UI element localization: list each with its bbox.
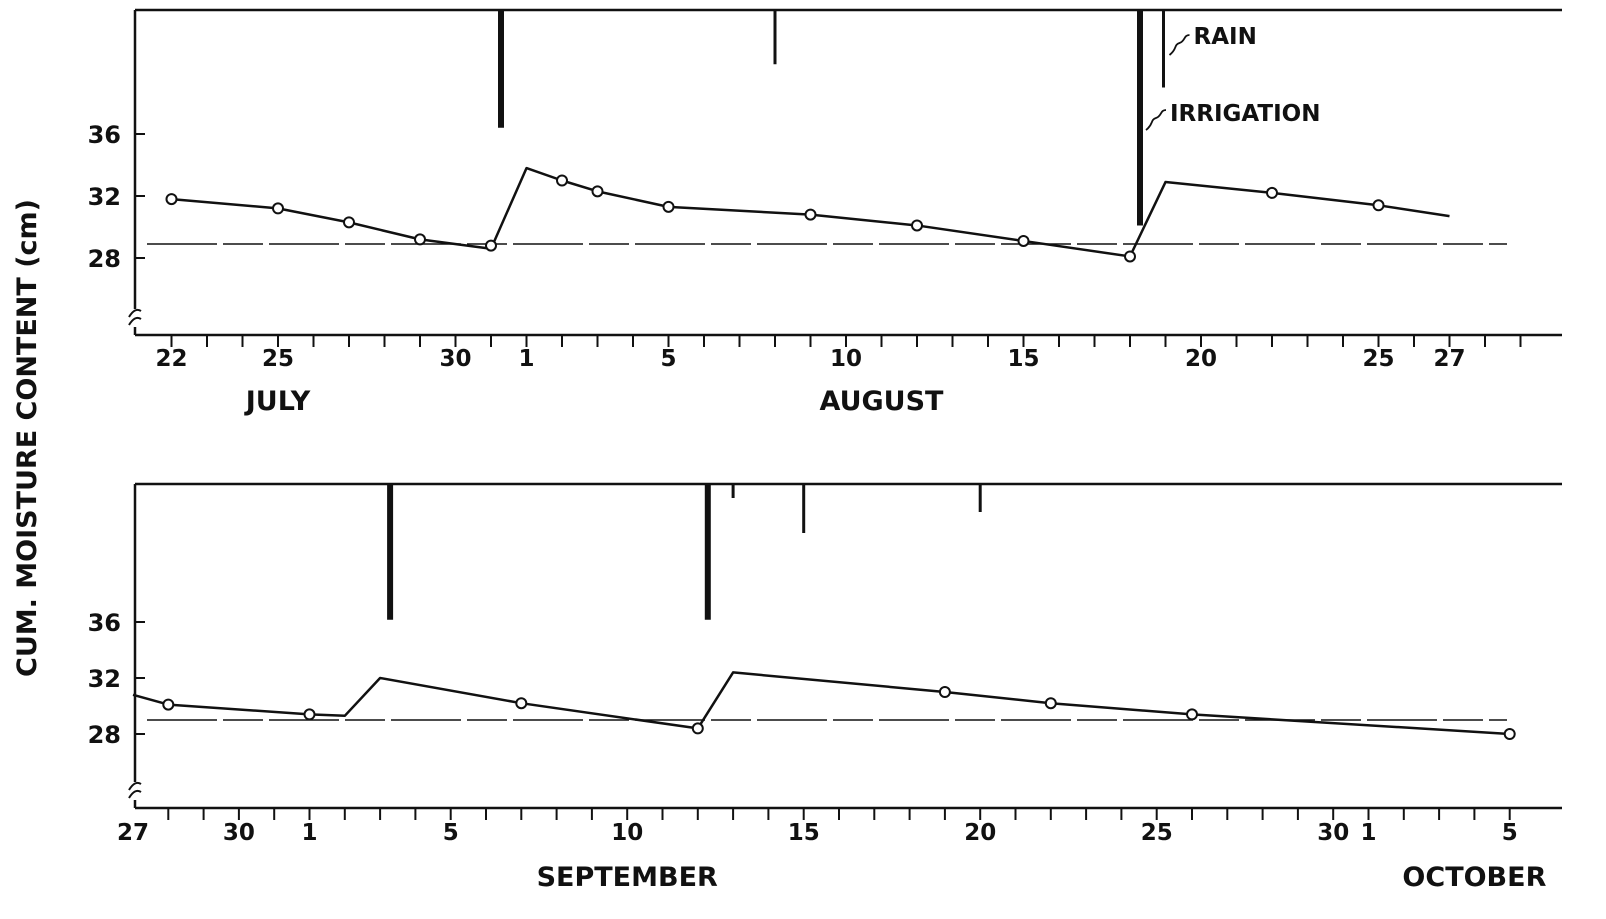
x-tick-label: 20 <box>964 820 996 846</box>
x-tick-label: 30 <box>223 820 255 846</box>
rain-label: RAIN <box>1194 24 1257 50</box>
observation-point <box>804 208 817 221</box>
month-label: SEPTEMBER <box>537 862 718 893</box>
x-tick-label: 27 <box>1433 346 1465 372</box>
x-tick-label: 25 <box>1141 820 1173 846</box>
observation-point <box>1266 186 1278 199</box>
x-tick-label: 1 <box>301 820 317 846</box>
irrigation-label: IRRIGATION <box>1170 101 1320 127</box>
y-axis-label: CUM. MOISTURE CONTENT (cm) <box>12 199 43 677</box>
observation-point <box>911 219 923 232</box>
y-tick-label: 28 <box>88 245 121 273</box>
x-tick-label: 1 <box>1360 820 1376 846</box>
x-tick-label: 15 <box>788 820 820 846</box>
month-label: AUGUST <box>820 386 945 417</box>
event-legend: RAIN IRRIGATION <box>1145 24 1320 131</box>
y-tick-label: 36 <box>88 121 121 149</box>
y-tick-label: 36 <box>88 609 121 637</box>
observation-point <box>1372 199 1385 212</box>
observation-point <box>162 698 175 711</box>
x-tick-label: 30 <box>439 346 471 372</box>
observation-point <box>515 697 528 710</box>
observation-point <box>662 200 675 213</box>
observation-point <box>343 216 355 229</box>
month-label: OCTOBER <box>1402 862 1546 893</box>
observation-point <box>1017 234 1030 247</box>
x-tick-label: 22 <box>155 346 187 372</box>
observation-point <box>485 239 497 252</box>
observation-point <box>1124 250 1136 263</box>
observation-point <box>691 722 704 735</box>
x-tick-label: 5 <box>660 346 676 372</box>
x-tick-label: 10 <box>830 346 862 372</box>
month-label: JULY <box>244 386 311 417</box>
observation-point <box>165 193 178 206</box>
observation-point <box>303 708 316 721</box>
moisture-line <box>132 671 1510 736</box>
y-axis-break-mark <box>128 308 142 326</box>
irrigation-pointer <box>1145 109 1167 131</box>
y-tick-label: 32 <box>88 665 121 693</box>
x-tick-label: 15 <box>1007 346 1039 372</box>
observation-point <box>1503 728 1516 740</box>
observation-point <box>272 202 284 215</box>
y-axis-break-mark <box>128 781 142 799</box>
observation-point <box>556 174 568 187</box>
x-tick-label: 25 <box>262 346 294 372</box>
observation-point <box>1044 697 1057 710</box>
x-tick-label: 25 <box>1362 346 1394 372</box>
observation-point <box>591 185 604 198</box>
x-tick-label: 30 <box>1317 820 1349 846</box>
x-tick-label: 5 <box>1502 820 1518 846</box>
x-tick-label: 1 <box>518 346 534 372</box>
rain-pointer <box>1168 34 1190 56</box>
y-tick-label: 32 <box>88 183 121 211</box>
observation-point <box>1186 708 1198 721</box>
x-tick-label: 20 <box>1185 346 1217 372</box>
x-tick-label: 27 <box>117 820 149 846</box>
x-tick-label: 10 <box>611 820 643 846</box>
y-tick-label: 28 <box>88 721 121 749</box>
observation-point <box>938 686 951 698</box>
x-tick-label: 5 <box>443 820 459 846</box>
observation-point <box>414 233 426 246</box>
